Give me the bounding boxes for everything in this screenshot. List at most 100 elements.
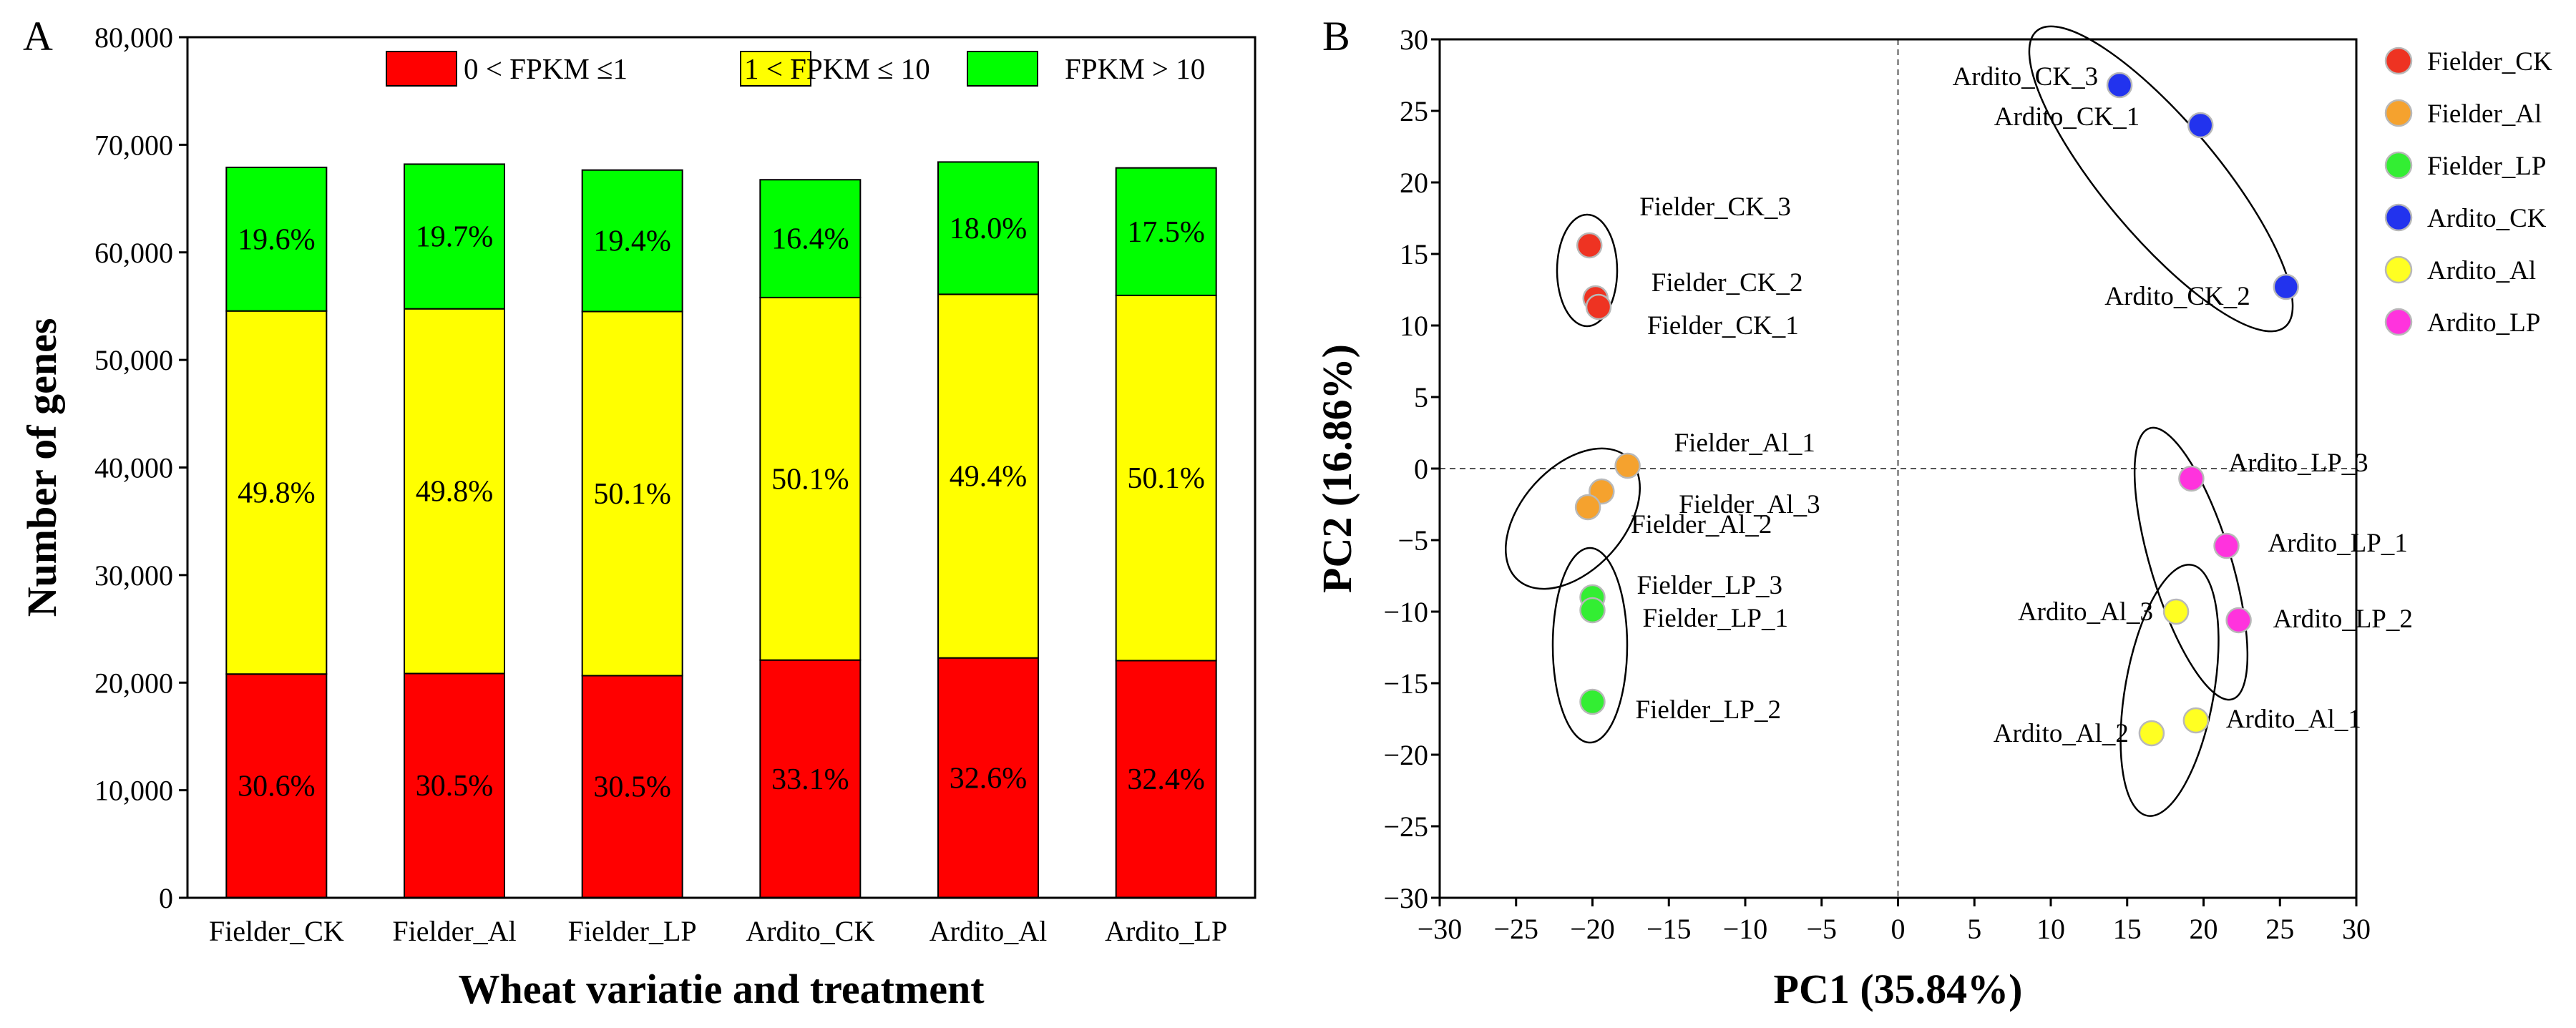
bar-Ardito_CK-series-3 [759, 179, 862, 298]
scatter-point-Ardito_CK_1 [2187, 112, 2214, 139]
legend-swatch-a [740, 51, 811, 87]
y-tick-label: 30,000 [94, 559, 173, 592]
bar-data-label: 18.0% [950, 212, 1028, 245]
point-label: Ardito_LP_3 [2228, 449, 2368, 478]
bar-Ardito_Al-series-3 [937, 161, 1039, 295]
point-label: Fielder_CK_2 [1652, 268, 1803, 298]
bar-data-label: 33.1% [771, 763, 849, 796]
scatter-point-Fielder_CK_1 [1585, 293, 1612, 320]
panel-b-pca-scatter-plot: B Fielder_CK_3 Fielder_CK_2 Fielder_CK_1 Fie… [1314, 13, 2552, 1012]
legend-swatch-a [967, 51, 1038, 87]
legend-label-b: Ardito_Al [2427, 256, 2536, 285]
y-tick-label: 10,000 [94, 775, 173, 807]
y-tick-label: 50,000 [94, 344, 173, 376]
legend-marker-b [2384, 255, 2413, 284]
x-tick-label: Ardito_LP [1105, 915, 1227, 947]
point-label: Ardito_CK_1 [1994, 102, 2140, 132]
point-label: Ardito_Al_2 [1994, 719, 2129, 748]
y-tick-label: 25 [1400, 95, 1428, 127]
scatter-point-Ardito_Al_1 [2182, 707, 2210, 734]
legend-marker-b [2384, 46, 2413, 75]
y-tick-label: −15 [1383, 667, 1428, 700]
x-tick-label: 30 [2342, 913, 2371, 945]
plot-frame-b [1438, 38, 2358, 899]
bar-data-label: 32.6% [950, 762, 1028, 795]
y-tick-label: 70,000 [94, 129, 173, 161]
y-tick-label: −25 [1383, 811, 1428, 843]
bar-Fielder_LP-series-3 [581, 169, 683, 313]
bar-data-label: 49.8% [416, 476, 494, 509]
legend-marker-b [2384, 203, 2413, 232]
legend-label-a: 0 < FPKM ≤1 [464, 52, 628, 85]
x-tick-label: 5 [1967, 913, 1981, 945]
point-label: Ardito_Al_1 [2226, 705, 2361, 734]
x-tick-label: −5 [1806, 913, 1837, 945]
point-label: Ardito_LP_1 [2268, 529, 2408, 558]
bar-Ardito_LP-series-1 [1115, 660, 1217, 899]
legend-label-b: Fielder_CK [2427, 47, 2552, 77]
scatter-point-Ardito_Al_2 [2138, 720, 2165, 747]
x-tick-label: Fielder_CK [209, 915, 344, 947]
scatter-point-Fielder_Al_1 [1614, 452, 1641, 479]
point-label: Fielder_LP_3 [1637, 571, 1782, 600]
y-tick-label: −5 [1397, 524, 1428, 557]
y-axis-title-a: Number of genes [19, 318, 65, 617]
scatter-point-Fielder_CK_3 [1576, 232, 1603, 259]
x-tick-label: −20 [1570, 913, 1615, 945]
x-tick-label: 20 [2190, 913, 2218, 945]
x-tick-label: Fielder_LP [568, 915, 697, 947]
point-label: Ardito_Al_3 [2018, 597, 2153, 627]
legend-marker-b [2384, 308, 2413, 336]
bar-Fielder_CK-series-1 [225, 673, 328, 899]
bar-data-label: 50.1% [1127, 462, 1205, 495]
legend-marker-b [2384, 99, 2413, 127]
x-tick-label: 15 [2113, 913, 2142, 945]
bar-Ardito_CK-series-2 [759, 296, 862, 661]
bar-Ardito_Al-series-1 [937, 657, 1039, 899]
bar-data-label: 16.4% [771, 223, 849, 256]
bar-Ardito_CK-series-1 [759, 659, 862, 899]
scatter-point-Fielder_LP_1 [1579, 597, 1606, 624]
scatter-point-Ardito_Al_3 [2162, 598, 2190, 625]
y-tick-label: 80,000 [94, 21, 173, 54]
x-tick-label: 10 [2036, 913, 2065, 945]
x-tick-label: −15 [1646, 913, 1692, 945]
legend-label-b: Ardito_CK [2427, 204, 2547, 233]
scatter-point-Ardito_LP_1 [2213, 532, 2240, 559]
x-tick-label: 0 [1891, 913, 1906, 945]
x-tick-label: 25 [2265, 913, 2294, 945]
legend-label-b: Ardito_LP [2427, 308, 2540, 338]
y-tick-label: 20,000 [94, 667, 173, 699]
y-tick-label: 0 [1414, 453, 1428, 485]
bar-data-label: 50.1% [771, 463, 849, 496]
legend-label-a: FPKM > 10 [1065, 52, 1205, 85]
bar-data-label: 19.6% [238, 223, 316, 256]
y-axis-title-b: PC2 (16.86%) [1314, 344, 1360, 593]
y-tick-label: 60,000 [94, 237, 173, 269]
point-label: Fielder_Al_3 [1679, 490, 1820, 519]
bar-Ardito_LP-series-2 [1115, 294, 1217, 662]
ellipse-ardito-al [2119, 564, 2220, 817]
y-tick-label: 10 [1400, 310, 1428, 342]
bar-Fielder_CK-series-3 [225, 166, 328, 312]
x-tick-label: Ardito_Al [930, 915, 1047, 947]
legend-label-b: Fielder_LP [2427, 152, 2546, 181]
point-label: Fielder_Al_1 [1674, 429, 1815, 458]
x-tick-label: −10 [1723, 913, 1768, 945]
ellipse-ardito-ck [2028, 25, 2294, 333]
scatter-point-Ardito_LP_2 [2225, 607, 2252, 634]
bar-data-label: 49.8% [238, 476, 316, 509]
y-tick-label: 20 [1400, 167, 1428, 199]
ellipse-fielder-lp [1551, 547, 1629, 744]
bar-Fielder_Al-series-3 [404, 163, 505, 310]
point-label: Fielder_CK_1 [1647, 311, 1799, 341]
point-label: Ardito_CK_3 [1953, 62, 2099, 92]
scatter-point-Ardito_LP_3 [2178, 465, 2205, 492]
scatter-point-Fielder_Al_2 [1574, 494, 1601, 521]
bar-data-label: 49.4% [950, 461, 1028, 494]
bar-data-label: 50.1% [593, 478, 671, 511]
bar-Ardito_LP-series-3 [1115, 167, 1217, 296]
x-tick-label: −30 [1418, 913, 1463, 945]
panel-label-a: A [23, 13, 53, 59]
